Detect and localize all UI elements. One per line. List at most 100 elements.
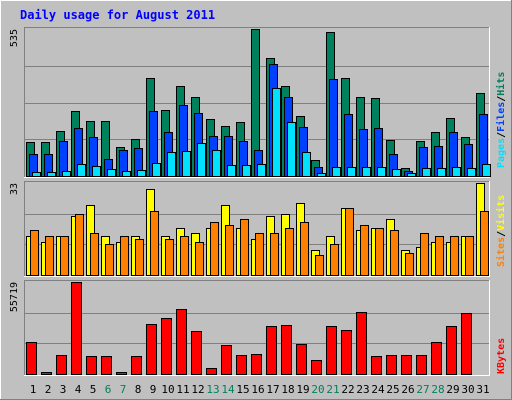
bar-pages-day-19: [302, 152, 311, 177]
bar-sites-day-13: [210, 222, 219, 276]
bar-sites-day-2: [45, 236, 54, 276]
bar-kbytes-day-28: [431, 342, 442, 375]
bar-kbytes-day-5: [86, 356, 97, 375]
x-tick-label: 2: [45, 383, 52, 396]
series-kbytes: [26, 282, 472, 375]
x-tick-label: 12: [191, 383, 204, 396]
bar-sites-day-17: [270, 233, 279, 276]
x-tick-label: 23: [356, 383, 369, 396]
bar-pages-day-1: [32, 172, 41, 177]
x-axis-labels: 1 2 3 4 5 6 7 8 9 10 11 12 13 14 15 16 17 18 19 20 21 22 23 24 2…: [30, 383, 490, 396]
x-tick-label: 20: [311, 383, 324, 396]
bar-sites-day-11: [180, 236, 189, 276]
bar-sites-day-20: [315, 255, 324, 276]
bar-sites-day-3: [60, 236, 69, 276]
bar-pages-day-3: [62, 171, 71, 177]
bar-sites-day-22: [345, 208, 354, 276]
bar-sites-day-12: [195, 242, 204, 276]
bar-pages-day-13: [212, 150, 221, 177]
bar-kbytes-day-4: [71, 282, 82, 375]
bar-kbytes-day-26: [401, 355, 412, 375]
bar-pages-day-14: [227, 165, 236, 177]
bar-pages-day-12: [197, 143, 206, 177]
bar-kbytes-day-6: [101, 356, 112, 375]
bar-kbytes-day-30: [461, 313, 472, 375]
bar-pages-day-5: [92, 166, 101, 177]
legend-item: Files: [495, 102, 507, 132]
bar-sites-day-15: [240, 219, 249, 276]
bar-sites-day-5: [90, 233, 99, 276]
legend-item: KBytes: [496, 338, 507, 374]
bar-kbytes-day-3: [56, 355, 67, 375]
bar-pages-day-11: [182, 151, 191, 177]
x-tick-label: 13: [206, 383, 219, 396]
x-tick-label: 16: [251, 383, 264, 396]
bar-kbytes-day-19: [296, 344, 307, 375]
bar-pages-day-24: [377, 167, 386, 177]
bar-kbytes-day-22: [341, 330, 352, 375]
bar-pages-day-28: [437, 168, 446, 177]
bar-kbytes-day-16: [251, 354, 262, 375]
bar-kbytes-day-14: [221, 345, 232, 375]
bar-sites-day-21: [330, 244, 339, 276]
legend-item: Sites: [495, 237, 507, 267]
bar-sites-day-29: [450, 236, 459, 276]
bar-pages-day-7: [122, 171, 131, 177]
bar-sites-day-1: [30, 230, 39, 276]
legend-item: /: [496, 132, 507, 138]
bar-kbytes-day-1: [26, 342, 37, 375]
bar-pages-day-9: [152, 163, 161, 177]
bar-sites-day-27: [420, 233, 429, 276]
chart-title: Daily usage for August 2011: [20, 8, 215, 22]
bar-pages-day-20: [317, 173, 326, 177]
series-sites: [30, 208, 489, 276]
bar-sites-day-18: [285, 228, 294, 276]
bar-kbytes-day-25: [386, 355, 397, 375]
x-tick-label: 18: [281, 383, 294, 396]
bar-sites-day-6: [105, 244, 114, 276]
bar-kbytes-day-7: [116, 372, 127, 375]
bar-kbytes-day-24: [371, 356, 382, 375]
x-tick-label: 29: [446, 383, 459, 396]
bar-pages-day-6: [107, 169, 116, 177]
panel-legend: Sites/Visits: [495, 195, 507, 267]
legend-item: Pages: [496, 138, 507, 168]
bar-pages-day-17: [272, 88, 281, 177]
bar-sites-day-25: [390, 230, 399, 276]
panel-legend: KBytes: [496, 338, 507, 374]
bar-kbytes-day-15: [236, 355, 247, 375]
x-tick-label: 14: [221, 383, 235, 396]
bar-sites-day-30: [465, 236, 474, 276]
bar-pages-day-29: [452, 167, 461, 177]
x-tick-label: 17: [266, 383, 279, 396]
bar-pages-day-31: [482, 164, 491, 177]
bar-pages-day-10: [167, 152, 176, 177]
bar-pages-day-16: [257, 164, 266, 177]
bar-pages-day-26: [407, 173, 416, 177]
x-tick-label: 7: [120, 383, 127, 396]
bar-sites-day-4: [75, 214, 84, 276]
x-tick-label: 24: [371, 383, 385, 396]
panel-max-label: 33: [9, 183, 20, 195]
bar-sites-day-31: [480, 211, 489, 276]
x-tick-label: 6: [105, 383, 112, 396]
bar-sites-day-9: [150, 211, 159, 276]
bar-kbytes-day-17: [266, 326, 277, 375]
panel-max-label: 55719: [9, 282, 20, 312]
bar-sites-day-19: [300, 222, 309, 276]
bar-kbytes-day-2: [41, 372, 52, 375]
bar-sites-day-7: [120, 236, 129, 276]
bar-kbytes-day-13: [206, 368, 217, 375]
bar-kbytes-day-20: [311, 360, 322, 375]
bar-files-day-21: [329, 79, 338, 177]
x-tick-label: 21: [326, 383, 339, 396]
bar-sites-day-14: [225, 225, 234, 276]
bar-pages-day-8: [137, 170, 146, 177]
x-tick-label: 10: [161, 383, 174, 396]
panel-legend: Pages/Files/Hits: [495, 72, 507, 168]
bar-sites-day-10: [165, 239, 174, 276]
bar-pages-day-23: [362, 167, 371, 177]
